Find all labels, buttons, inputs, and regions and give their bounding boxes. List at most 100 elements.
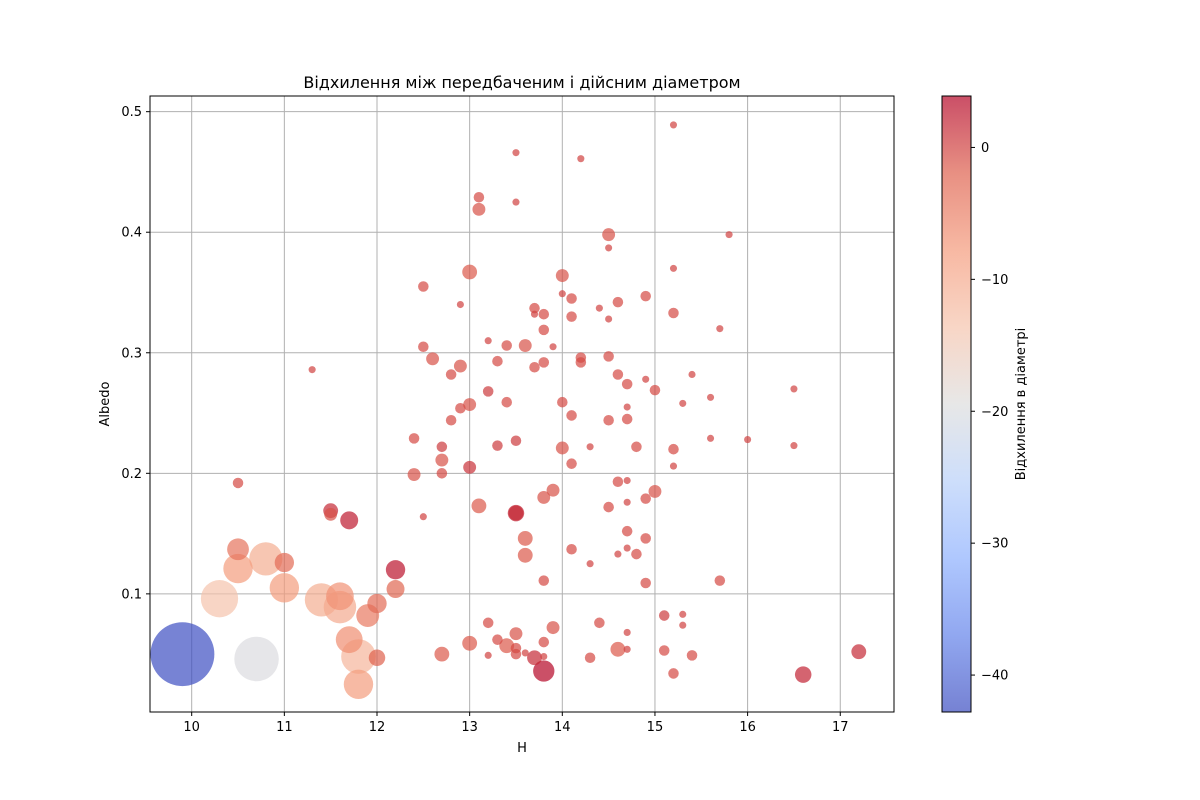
scatter-point [517, 547, 533, 563]
scatter-point [640, 577, 651, 589]
scatter-point [530, 310, 539, 318]
chart-title: Відхилення між передбаченим і дійсним ді… [303, 73, 740, 92]
scatter-point [343, 669, 374, 699]
scatter-point [658, 610, 670, 621]
scatter-point [435, 453, 449, 467]
plot-frame [149, 95, 895, 713]
scatter-point [725, 231, 733, 239]
colorbar-tick-label: 0 [981, 141, 989, 156]
scatter-point [462, 635, 478, 651]
scatter-point [517, 530, 533, 546]
scatter-point [472, 202, 486, 216]
scatter-point [790, 385, 798, 393]
scatter-point [566, 311, 577, 322]
scatter-point [308, 366, 316, 374]
x-axis-label: H [517, 741, 527, 756]
colorbar-tick-label: −10 [981, 273, 1008, 288]
scatter-point [688, 370, 696, 379]
scatter-point [540, 652, 548, 661]
scatter-point [566, 410, 577, 421]
scatter-point [234, 636, 279, 682]
scatter-point [436, 468, 448, 479]
y-tick-label: 0.5 [121, 105, 142, 120]
scatter-point [538, 357, 550, 368]
scatter-point [340, 511, 359, 530]
scatter-point [640, 493, 651, 504]
scatter-point [612, 369, 624, 380]
scatter-point [509, 627, 523, 641]
scatter-point [649, 384, 661, 396]
scatter-point [463, 398, 477, 412]
scatter-point [686, 650, 698, 661]
scatter-point [584, 652, 596, 664]
scatter-point [386, 580, 405, 599]
scatter-point [640, 290, 651, 302]
scatter-point [612, 476, 624, 488]
y-tick-label: 0.3 [121, 346, 142, 361]
scatter-point [538, 575, 550, 586]
scatter-point [716, 325, 724, 333]
scatter-point [484, 651, 492, 659]
scatter-point [407, 468, 421, 481]
scatter-point [603, 415, 614, 426]
x-tick-label: 17 [832, 720, 849, 735]
x-tick-label: 12 [369, 720, 386, 735]
scatter-point [744, 436, 752, 444]
scatter-point [324, 507, 338, 521]
x-tick-label: 13 [461, 720, 478, 735]
scatter-point [232, 477, 244, 489]
scatter-point [484, 337, 492, 345]
scatter-point [623, 628, 631, 636]
scatter-point [631, 548, 642, 560]
scatter-point [566, 458, 577, 469]
scatter-point [640, 533, 651, 544]
scatter-point [668, 307, 679, 319]
scatter-point [335, 626, 363, 654]
scatter-point [455, 402, 466, 414]
scatter-point [408, 433, 420, 444]
scatter-point [538, 308, 550, 320]
scatter-point [669, 264, 678, 272]
scatter-point [612, 296, 624, 308]
scatter-point [603, 501, 614, 513]
scatter-point [249, 542, 283, 576]
scatter-point [566, 293, 577, 304]
scatter-point [851, 644, 867, 660]
scatter-point [512, 149, 520, 157]
y-tick-label: 0.2 [121, 467, 142, 482]
scatter-point [679, 610, 687, 618]
x-tick-label: 10 [183, 720, 200, 735]
scatter-point [473, 191, 485, 203]
scatter-point [679, 399, 687, 407]
scatter-point [482, 386, 494, 397]
scatter-point [518, 339, 532, 352]
scatter-point [605, 244, 613, 252]
scatter-point [436, 441, 448, 453]
scatter-point [510, 435, 522, 447]
scatter-point [227, 538, 249, 561]
scatter-point [529, 361, 540, 373]
scatter-point [269, 573, 300, 603]
scatter-point [610, 641, 626, 657]
scatter-point [794, 666, 812, 683]
colorbar-tick-label: −40 [981, 669, 1008, 684]
scatter-point [549, 343, 557, 351]
scatter-point [445, 369, 457, 380]
grid-lines [150, 96, 894, 712]
scatter-point [533, 660, 555, 682]
scatter-point [706, 434, 715, 442]
scatter-point [566, 543, 577, 555]
scatter-point [471, 498, 487, 514]
scatter-point [714, 575, 726, 586]
x-tick-label: 15 [647, 720, 664, 735]
scatter-point [512, 198, 520, 206]
scatter-point [501, 340, 512, 351]
scatter-point [668, 668, 679, 679]
scatter-point [602, 228, 616, 242]
scatter-point [658, 645, 670, 656]
scatter-point [555, 441, 569, 455]
scatter-point [595, 304, 603, 312]
scatter-point [418, 341, 429, 353]
scatter-point [631, 441, 642, 453]
